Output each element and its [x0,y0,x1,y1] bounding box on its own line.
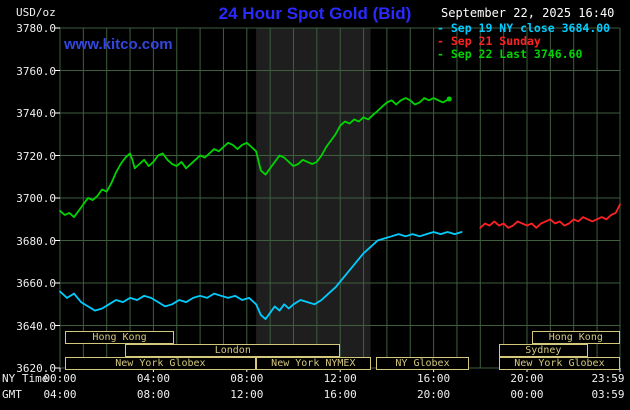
gmt-axis-caption: GMT [2,388,22,401]
ny-time-axis-caption: NY Time [2,372,49,385]
market-session-new-york-globex: New York Globex [64,357,257,370]
x-axis-tick-label-ny: 20:00 [510,372,544,385]
y-axis-tick-label: 3780.0 [16,22,56,35]
y-axis-tick-label: 3740.0 [16,107,56,120]
x-axis-tick-label-ny: 16:00 [417,372,451,385]
chart-title: 24 Hour Spot Gold (Bid) [218,4,412,23]
x-axis-tick-label-gmt: 08:00 [136,388,170,401]
x-axis-tick-label-gmt: 16:00 [323,388,357,401]
datetime-label: September 22, 2025 16:40 [441,6,615,20]
market-session-new-york-nymex: New York NYMEX [256,357,371,370]
legend-item: - Sep 19 NY close 3684.00 [437,21,611,35]
x-axis-tick-label-gmt: 00:00 [510,388,544,401]
market-session-new-york-globex: New York Globex [498,357,620,370]
x-axis-tick-label-gmt: 03:59 [591,388,625,401]
y-axis-tick-label: 3760.0 [16,64,56,78]
y-axis-unit-label: USD/oz [16,6,56,19]
x-axis-tick-label-gmt: 20:00 [417,388,451,401]
y-axis-tick-label: 3620.0 [16,362,56,375]
market-session-hong-kong: Hong Kong [64,331,175,344]
y-axis-tick-label: 3660.0 [16,277,56,290]
y-axis-tick-label: 3720.0 [16,149,56,163]
legend-item: - Sep 21 Sunday [437,34,541,48]
market-session-sydney: Sydney [498,344,588,357]
x-axis-tick-label-ny: 04:00 [136,372,170,385]
y-axis-tick-label: 3680.0 [16,234,56,248]
x-axis-tick-label-ny: 08:00 [230,372,264,385]
x-axis-tick-label-ny: 12:00 [323,372,357,385]
market-session-hong-kong: Hong Kong [531,331,620,344]
x-axis-tick-label-ny: 23:59 [591,372,625,385]
x-axis-tick-label-ny: 00:00 [43,372,77,385]
legend: - Sep 19 NY close 3684.00- Sep 21 Sunday… [437,22,610,61]
y-axis-tick-label: 3700.0 [16,192,56,205]
kitco-watermark-link[interactable]: www.kitco.com [64,36,173,53]
market-session-london: London [125,344,341,357]
y-axis-tick-label: 3640.0 [16,319,56,333]
x-axis-tick-label-gmt: 04:00 [43,388,77,401]
market-session-ny-globex: NY Globex [376,357,469,370]
legend-item: - Sep 22 Last 3746.60 [437,47,583,61]
x-axis-tick-label-gmt: 12:00 [230,388,264,401]
